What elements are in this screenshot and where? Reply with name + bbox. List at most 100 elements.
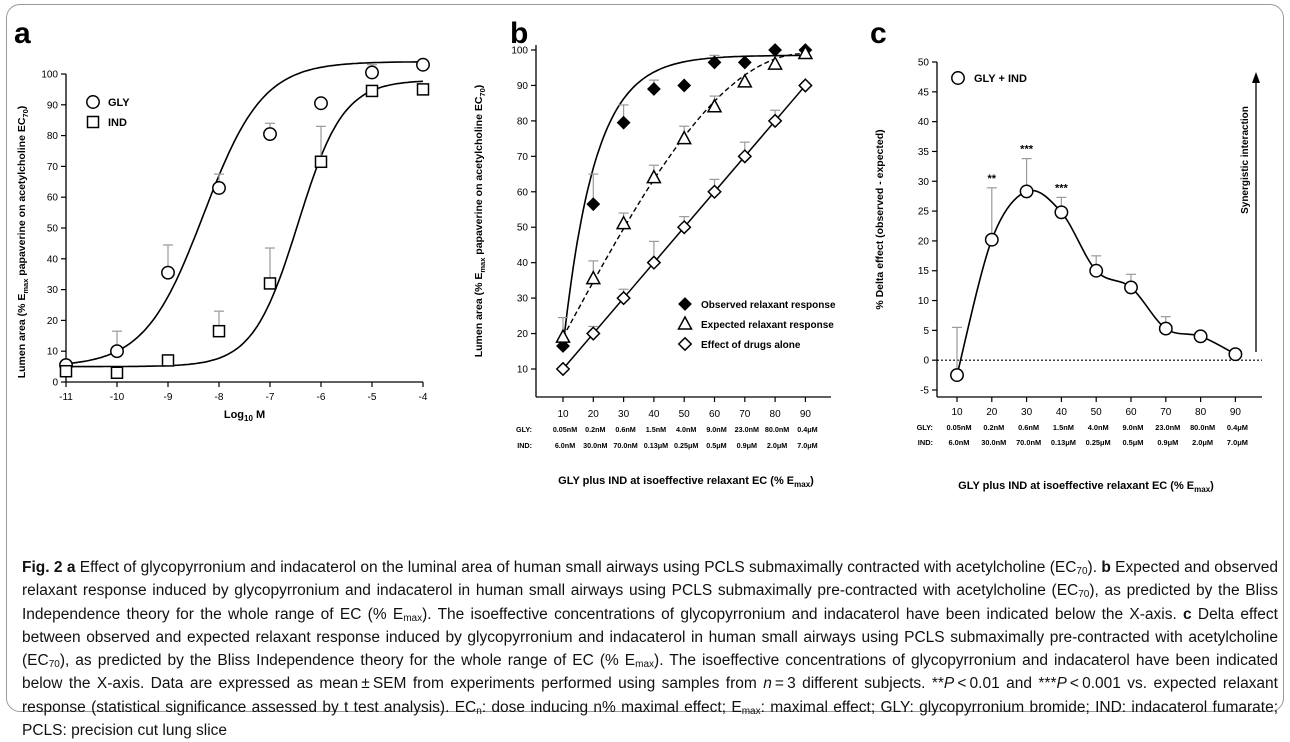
y-tick-label: 30 [47,285,59,296]
y-tick-label: 90 [517,81,529,92]
data-point-effect-of-drugs-alone [707,184,722,200]
y-tick-label: -5 [920,386,929,397]
ind-concentration-label: 30.0nM [981,438,1006,447]
y-tick-label: 20 [47,316,59,327]
caption-panel-b-text: Expected and observed relaxant response … [22,559,1279,600]
gly-concentration-label: 0.4μM [1227,423,1248,432]
synergy-annotation: Synergistic interaction [1240,106,1251,214]
ind-concentration-label: 30.0nM [583,441,607,450]
caption-text: < 0.001 vs. expected relaxant response (… [22,675,1278,716]
data-point-ind [59,364,73,378]
legend-label: GLY [108,97,130,109]
caption-subscript: max [635,659,655,671]
y-tick-label: 80 [517,116,529,127]
x-tick-label: 60 [709,409,721,420]
panel-letter: c [870,17,887,50]
label-part: max [478,257,487,273]
ind-row-label: IND: [918,438,933,447]
legend-marker [951,71,965,85]
x-tick-label: 20 [588,409,600,420]
y-tick-label: 20 [918,236,930,247]
legend-label: Effect of drugs alone [701,340,801,351]
y-tick-label: 40 [47,254,59,265]
fit-curve-expected [562,52,806,338]
significance-marker: ** [988,173,997,185]
ind-concentration-label: 7.0μM [797,441,817,450]
y-tick-label: 60 [517,187,529,198]
y-tick-label: 10 [918,296,930,307]
caption-subscript: 70 [1076,566,1088,577]
ind-concentration-label: 0.13μM [1051,438,1076,447]
caption-p-variable: P [943,675,955,693]
data-point-observed-relaxant-response [646,82,661,96]
data-point-ind [365,84,379,98]
gly-concentration-label: 4.0nM [1088,423,1109,432]
x-tick-label: 50 [1091,407,1103,418]
fit-curve-gly-ind [956,189,1236,376]
y-tick-label: 20 [517,329,529,340]
x-tick-label: -10 [110,392,125,403]
panel-letter: b [510,17,528,50]
label-part: 70 [478,88,487,96]
data-point-gly-ind [984,232,999,247]
data-point-gly-ind [1193,329,1208,344]
data-point-expected-relaxant-response [706,98,723,113]
ind-concentration-label: 6.0nM [949,438,970,447]
synergy-arrow-head [1252,72,1260,83]
label-part: Lumen area (% E [16,294,28,379]
data-point-observed-relaxant-response [737,55,752,70]
data-point-gly [416,57,430,72]
gly-concentration-label: 9.0nM [1123,423,1144,432]
gly-concentration-label: 1.5nM [1053,423,1074,432]
caption-text: : dose inducing n% maximal effect; E [481,698,742,716]
fit-curve-observed [562,54,806,348]
chart-panel-c: c -5 0 5 10 15 20 25 30 35 40 45 50 10 0.05nM 6.0nM 20 0.… [870,17,1262,494]
x-tick-label: 90 [800,409,812,420]
legend-marker [86,115,100,129]
x-tick-label: 70 [1160,407,1172,418]
ind-concentration-label: 0.5μM [706,441,726,450]
caption-text: ), as predicted by the Bliss Independenc… [22,582,1278,623]
data-point-expected-relaxant-response [797,44,814,60]
data-point-ind [161,354,175,367]
data-point-gly [110,344,124,359]
legend-marker [86,95,100,109]
y-tick-label: 30 [517,294,529,305]
data-point-observed-relaxant-response [556,339,570,353]
data-point-expected-relaxant-response [615,215,632,230]
data-point-effect-of-drugs-alone [676,219,692,235]
y-tick-label: 5 [923,326,929,337]
data-point-gly [161,265,175,280]
y-tick-label: 40 [517,258,529,269]
label-part: GLY plus IND at isoeffective relaxant EC… [958,480,1194,492]
x-tick-label: 40 [1056,407,1068,418]
label-part: papaverine on acetylcholine EC [473,96,485,257]
y-tick-label: 60 [47,193,59,204]
label-part: M [253,409,265,421]
y-tick-label: 10 [47,347,59,358]
chart-panel-a: a 0 10 20 30 40 50 60 70 80 90 100 -11 -10 -9 -8 -7 -6 -5 -… [14,17,430,423]
x-tick-label: 40 [648,409,660,420]
caption-text: ), as predicted by the Bliss Independenc… [59,652,636,670]
data-point-gly-ind [1124,280,1138,295]
label-part: max [794,480,811,489]
y-tick-label: 50 [47,224,59,235]
data-point-effect-of-drugs-alone [555,361,571,377]
gly-concentration-label: 1.5nM [646,425,666,434]
x-tick-label: 10 [951,407,963,418]
legend-marker [678,297,692,311]
ind-concentration-label: 0.25μM [674,441,698,450]
ind-concentration-label: 0.5μM [1123,438,1144,447]
x-tick-label: -8 [215,392,224,403]
y-tick-label: 50 [918,58,930,69]
data-point-expected-relaxant-response [585,270,602,285]
x-tick-label: -9 [164,392,173,403]
y-tick-label: 0 [52,378,58,389]
x-tick-label: 20 [986,407,998,418]
label-part: 70 [21,109,30,117]
y-axis-label: Lumen area (% Emax papaverine on acetylc… [16,106,30,379]
data-point-ind [110,366,124,380]
data-point-gly-ind [1228,347,1243,362]
x-tick-label: -4 [419,392,428,403]
ind-concentration-label: 2.0μM [767,441,787,450]
